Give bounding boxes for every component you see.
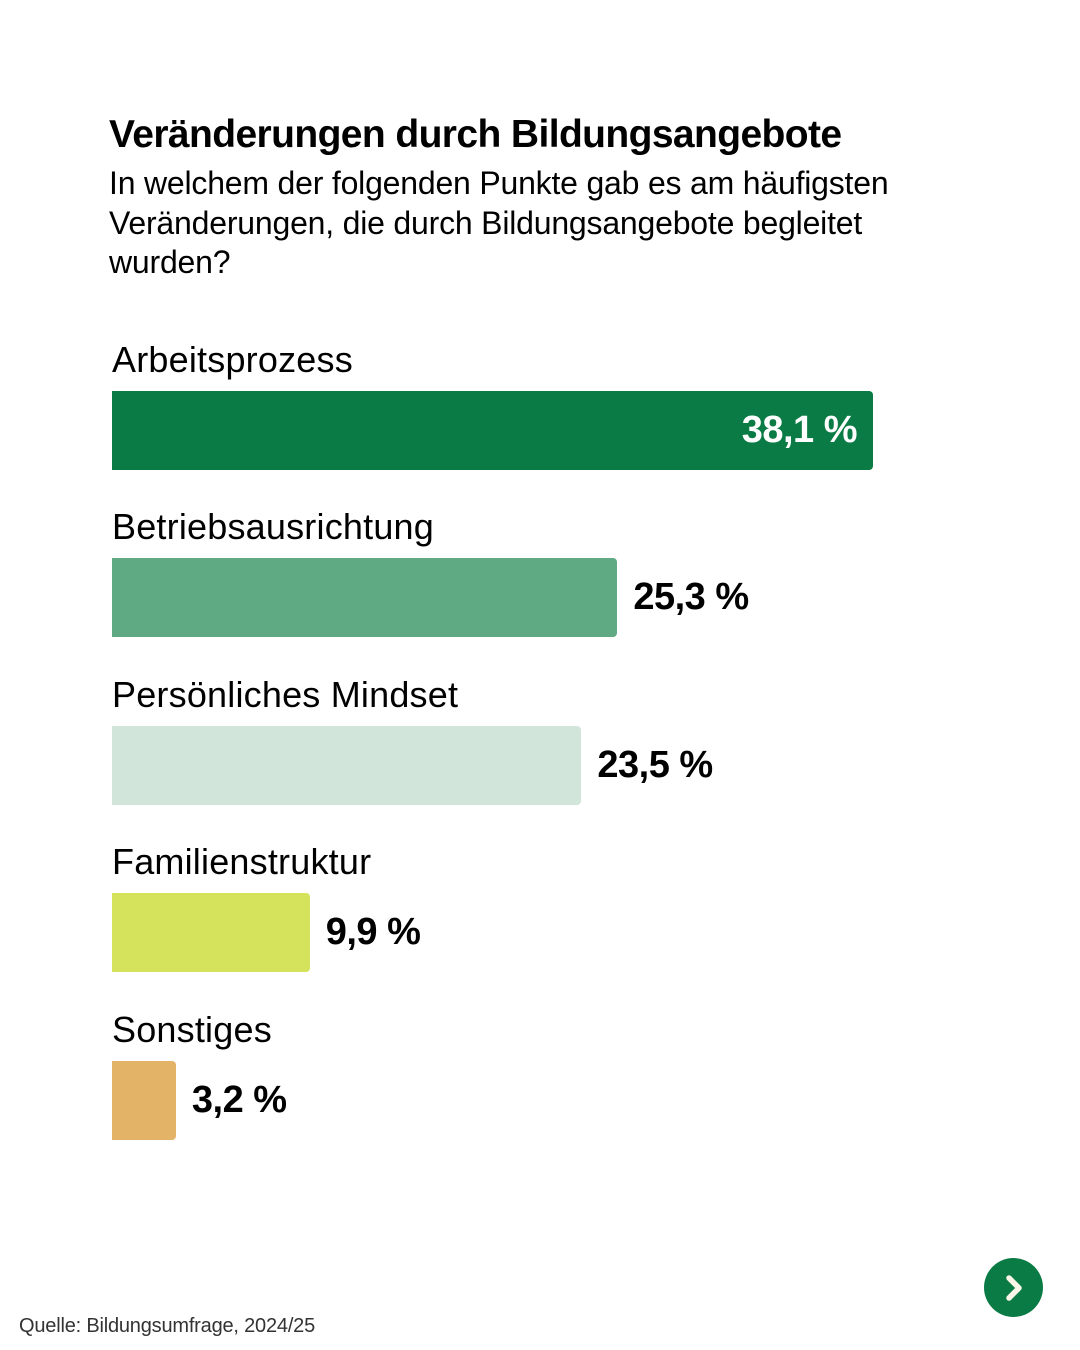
bar-value-label: 25,3 % [633, 576, 749, 618]
bar [112, 893, 310, 972]
bar [112, 391, 873, 470]
bar-label: Persönliches Mindset [112, 674, 459, 715]
bar-label: Arbeitsprozess [112, 339, 353, 380]
bar-label: Familienstruktur [112, 841, 372, 882]
bar [112, 1061, 176, 1140]
chart-title: Veränderungen durch Bildungsangebote [109, 113, 842, 156]
bar [112, 726, 582, 805]
bar-label: Sonstiges [112, 1009, 272, 1050]
bar-value-label: 9,9 % [325, 911, 421, 953]
bar-value-label: 38,1 % [741, 409, 858, 451]
chevron-right-icon [1005, 1274, 1022, 1301]
source-note: Quelle: Bildungsumfrage, 2024/25 [19, 1315, 316, 1337]
bar-value-label: 23,5 % [597, 744, 713, 786]
next-button[interactable] [984, 1258, 1043, 1317]
bar [112, 558, 618, 637]
bar-label: Betriebsausrichtung [112, 506, 434, 547]
bar-value-label: 3,2 % [191, 1079, 287, 1121]
chart-subtitle: In welchem der folgenden Punkte gab es a… [109, 165, 889, 280]
